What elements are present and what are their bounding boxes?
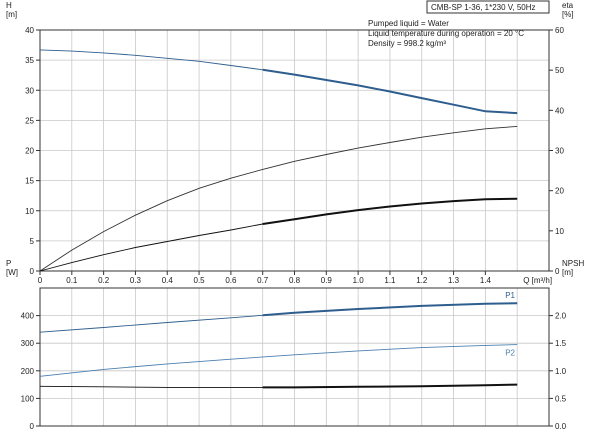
y-right-tick-label: 1.5 (555, 339, 567, 348)
x-tick-label: 0.5 (194, 276, 206, 285)
x-tick-label: 0.1 (66, 276, 78, 285)
x-tick-label: 1.2 (416, 276, 428, 285)
x-tick-label: 0.9 (321, 276, 333, 285)
series-line-operating-range (262, 197, 518, 225)
y-left-tick-label: 35 (25, 56, 34, 65)
y-right-axis-unit: [m] (562, 268, 573, 277)
plot-frame (39, 287, 550, 427)
title-box-text: CMB-SP 1-36, 1*230 V, 50Hz (431, 3, 536, 12)
x-tick-label: 1.1 (384, 276, 396, 285)
info-line: Pumped liquid = Water (368, 19, 449, 28)
y-right-axis-unit: [%] (562, 10, 574, 19)
y-right-tick-label: 2.0 (555, 312, 567, 321)
y-right-axis-label: NPSH (562, 259, 584, 268)
x-tick-label: 1.3 (448, 276, 460, 285)
x-tick-label: 0.2 (98, 276, 110, 285)
y-right-axis-label: eta (562, 1, 574, 10)
y-right-tick-label: 50 (555, 66, 564, 75)
series-line-operating-range (262, 302, 518, 317)
y-left-axis-label: H (6, 1, 12, 10)
y-right-tick-label: 0.0 (555, 422, 567, 431)
series-line (39, 125, 518, 272)
y-right-tick-label: 0 (555, 267, 560, 276)
x-tick-label: 0.8 (289, 276, 301, 285)
y-left-tick-label: 40 (25, 26, 34, 35)
y-left-axis-label: P (6, 259, 11, 268)
x-tick-label: 0.7 (257, 276, 269, 285)
x-tick-label: 1.4 (480, 276, 492, 285)
series-line-operating-range (262, 383, 518, 389)
y-left-tick-label: 20 (25, 147, 34, 156)
x-tick-label: 1.0 (353, 276, 365, 285)
y-right-tick-label: 20 (555, 187, 564, 196)
x-axis-label: Q [m³/h] (523, 276, 552, 285)
series-line (39, 344, 518, 377)
y-left-tick-label: 300 (21, 339, 35, 348)
series-line (39, 198, 518, 272)
x-tick-label: 0 (38, 276, 43, 285)
x-tick-label: 0.6 (225, 276, 237, 285)
x-tick-label: 0.3 (130, 276, 142, 285)
info-box: CMB-SP 1-36, 1*230 V, 50Hz Pumped liquid… (368, 0, 550, 48)
series-label: P2 (505, 349, 515, 358)
series-line (39, 302, 518, 333)
y-right-tick-label: 60 (555, 26, 564, 35)
x-tick-label: 0.4 (162, 276, 174, 285)
y-left-tick-label: 400 (21, 312, 35, 321)
y-left-axis-unit: [m] (6, 10, 17, 19)
head-efficiency-panel: 05101520253035400102030405060H[m]eta[%]0… (6, 1, 574, 285)
y-right-tick-label: 40 (555, 106, 564, 115)
y-left-tick-label: 5 (30, 237, 35, 246)
y-right-tick-label: 30 (555, 147, 564, 156)
power-npsh-panel: 0 100 200 300 400 0.0 0.5 1.0 1.5 2.0 P[W] NPSH[m] P… (6, 259, 584, 431)
title-box-frame (426, 0, 550, 14)
y-left-tick-label: 100 (21, 394, 35, 403)
y-left-tick-label: 25 (25, 116, 34, 125)
info-line: Liquid temperature during operation = 20… (368, 29, 524, 38)
series-line-operating-range (262, 68, 518, 115)
y-right-tick-label: 10 (555, 227, 564, 236)
y-left-tick-label: 30 (25, 86, 34, 95)
y-left-tick-label: 15 (25, 177, 34, 186)
series-label: P1 (505, 291, 515, 300)
y-left-tick-label: 0 (30, 422, 35, 431)
y-left-tick-label: 10 (25, 207, 34, 216)
info-line: Density = 998.2 kg/m³ (368, 39, 446, 48)
y-left-tick-label: 0 (30, 267, 35, 276)
y-left-tick-label: 200 (21, 367, 35, 376)
y-right-tick-label: 0.5 (555, 394, 567, 403)
y-left-axis-unit: [W] (6, 268, 18, 277)
y-right-tick-label: 1.0 (555, 367, 567, 376)
